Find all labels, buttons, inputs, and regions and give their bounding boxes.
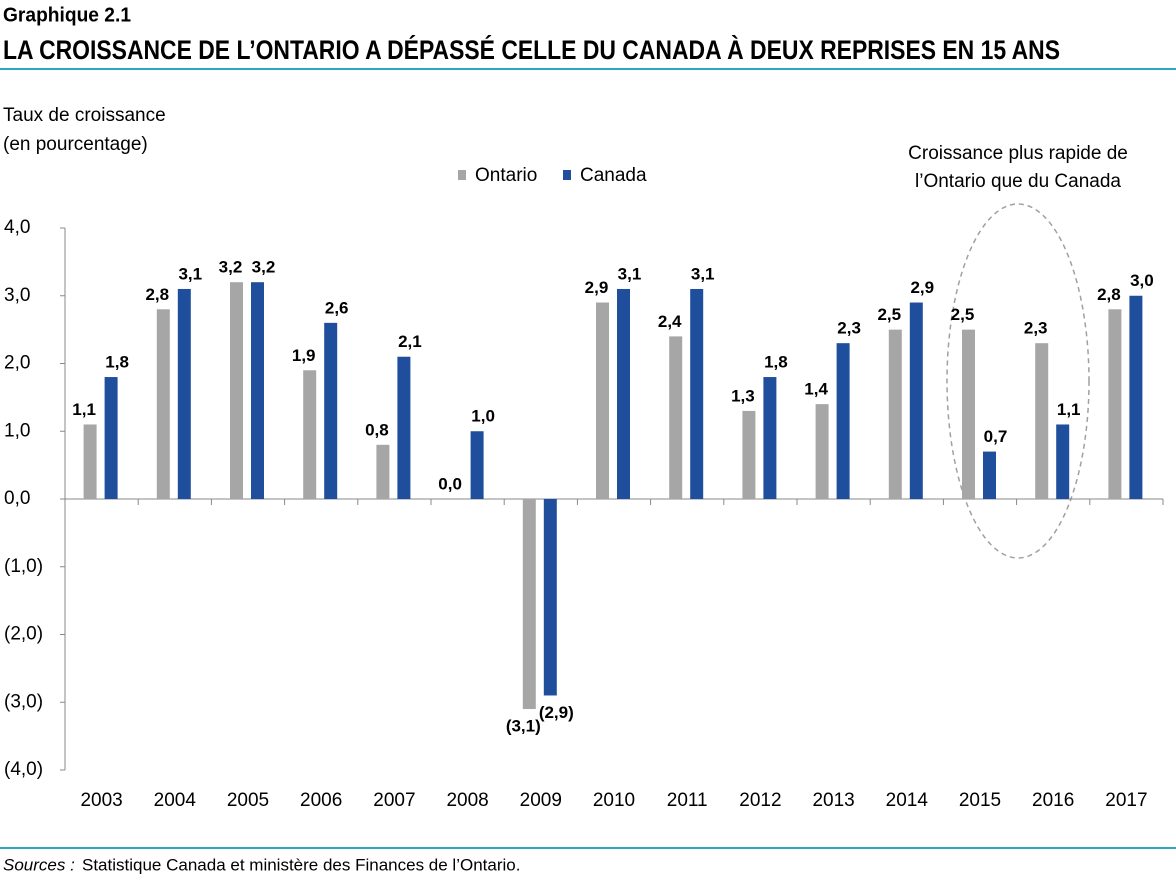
value-label: 2,8 xyxy=(1097,285,1121,304)
value-label: 2,9 xyxy=(585,278,609,297)
value-label: 2,5 xyxy=(951,305,975,324)
legend-swatch xyxy=(458,170,466,180)
bar xyxy=(230,282,243,499)
bar xyxy=(1108,309,1122,499)
bar xyxy=(251,282,264,499)
x-tick-label: 2006 xyxy=(300,790,342,811)
bar xyxy=(522,499,536,710)
source-text: Statistique Canada et ministère des Fina… xyxy=(82,855,520,874)
bar xyxy=(596,302,609,499)
y-axis-label: (en pourcentage) xyxy=(3,134,148,155)
bar xyxy=(888,329,902,499)
bar xyxy=(470,431,484,499)
x-tick-label: 2003 xyxy=(80,790,122,811)
bar xyxy=(962,329,975,499)
value-label: 1,3 xyxy=(731,386,755,405)
value-label: 0,8 xyxy=(365,420,389,439)
bar xyxy=(836,343,850,499)
bar xyxy=(156,309,170,499)
value-label: 2,3 xyxy=(1024,319,1048,338)
legend-swatch xyxy=(563,170,571,180)
y-axis-label: Taux de croissance xyxy=(3,105,166,126)
legend-label: Canada xyxy=(580,165,647,186)
value-label: 1,9 xyxy=(292,346,316,365)
y-tick-label: 2,0 xyxy=(4,353,30,374)
bar xyxy=(303,370,317,499)
bar xyxy=(543,499,557,696)
x-tick-label: 2011 xyxy=(667,790,708,811)
y-tick-label: 4,0 xyxy=(4,217,30,238)
y-tick-label: (2,0) xyxy=(4,624,43,645)
source-label: Sources : xyxy=(3,855,75,874)
y-tick-label: 3,0 xyxy=(4,285,30,306)
bar xyxy=(177,288,191,499)
bar xyxy=(1035,343,1049,499)
value-label: 0,0 xyxy=(438,474,462,493)
bar xyxy=(617,288,630,499)
value-label: 3,2 xyxy=(252,258,276,277)
value-label: 2,6 xyxy=(325,298,349,317)
x-tick-label: 2013 xyxy=(812,790,854,811)
bar xyxy=(397,356,411,499)
x-tick-label: 2005 xyxy=(227,790,269,811)
value-label: 3,1 xyxy=(618,264,642,283)
value-label: 2,8 xyxy=(145,285,169,304)
value-label: 1,8 xyxy=(105,353,129,372)
bar xyxy=(983,451,996,499)
value-label: 2,4 xyxy=(658,312,682,331)
bar xyxy=(742,410,756,499)
value-label: (3,1) xyxy=(506,717,541,736)
x-tick-label: 2016 xyxy=(1032,790,1074,811)
x-tick-label: 2008 xyxy=(446,790,488,811)
value-label: (2,9) xyxy=(539,703,574,722)
value-label: 3,2 xyxy=(219,258,243,277)
bar xyxy=(324,322,338,499)
value-label: 3,1 xyxy=(178,264,202,283)
chart-title: LA CROISSANCE DE L’ONTARIO A DÉPASSÉ CEL… xyxy=(3,34,1060,65)
value-label: 2,9 xyxy=(910,278,934,297)
legend-label: Ontario xyxy=(475,165,537,186)
bar xyxy=(104,377,118,499)
value-label: 3,1 xyxy=(691,264,715,283)
bar xyxy=(83,424,97,499)
x-tick-label: 2014 xyxy=(886,790,929,811)
value-label: 0,7 xyxy=(984,427,1008,446)
y-tick-label: (1,0) xyxy=(4,556,43,577)
bar xyxy=(1129,295,1143,499)
x-tick-label: 2004 xyxy=(154,790,197,811)
x-tick-label: 2010 xyxy=(593,790,635,811)
value-label: 1,1 xyxy=(1057,400,1081,419)
value-label: 1,8 xyxy=(764,353,788,372)
highlight-ellipse xyxy=(946,203,1090,559)
value-label: 2,1 xyxy=(398,332,422,351)
bar xyxy=(376,444,390,499)
figure-label: Graphique 2.1 xyxy=(3,4,131,26)
x-tick-label: 2017 xyxy=(1105,790,1147,811)
y-tick-label: (4,0) xyxy=(4,759,43,780)
x-tick-label: 2007 xyxy=(373,790,415,811)
x-tick-label: 2009 xyxy=(520,790,562,811)
value-label: 2,5 xyxy=(877,305,901,324)
annotation: l’Ontario que du Canada xyxy=(915,171,1121,192)
value-label: 2,3 xyxy=(837,319,861,338)
bar xyxy=(815,404,829,499)
y-tick-label: (3,0) xyxy=(4,691,43,712)
bar xyxy=(763,377,777,499)
y-tick-label: 1,0 xyxy=(4,420,30,441)
annotation: Croissance plus rapide de xyxy=(908,143,1128,164)
value-label: 3,0 xyxy=(1130,271,1154,290)
bar xyxy=(690,288,704,499)
x-tick-label: 2012 xyxy=(739,790,781,811)
bar xyxy=(669,336,683,499)
value-label: 1,1 xyxy=(72,400,96,419)
value-label: 1,0 xyxy=(471,407,495,426)
bar xyxy=(1056,424,1070,499)
y-tick-label: 0,0 xyxy=(4,488,30,509)
value-label: 1,4 xyxy=(804,380,828,399)
x-tick-label: 2015 xyxy=(959,790,1001,811)
bar xyxy=(909,302,923,499)
